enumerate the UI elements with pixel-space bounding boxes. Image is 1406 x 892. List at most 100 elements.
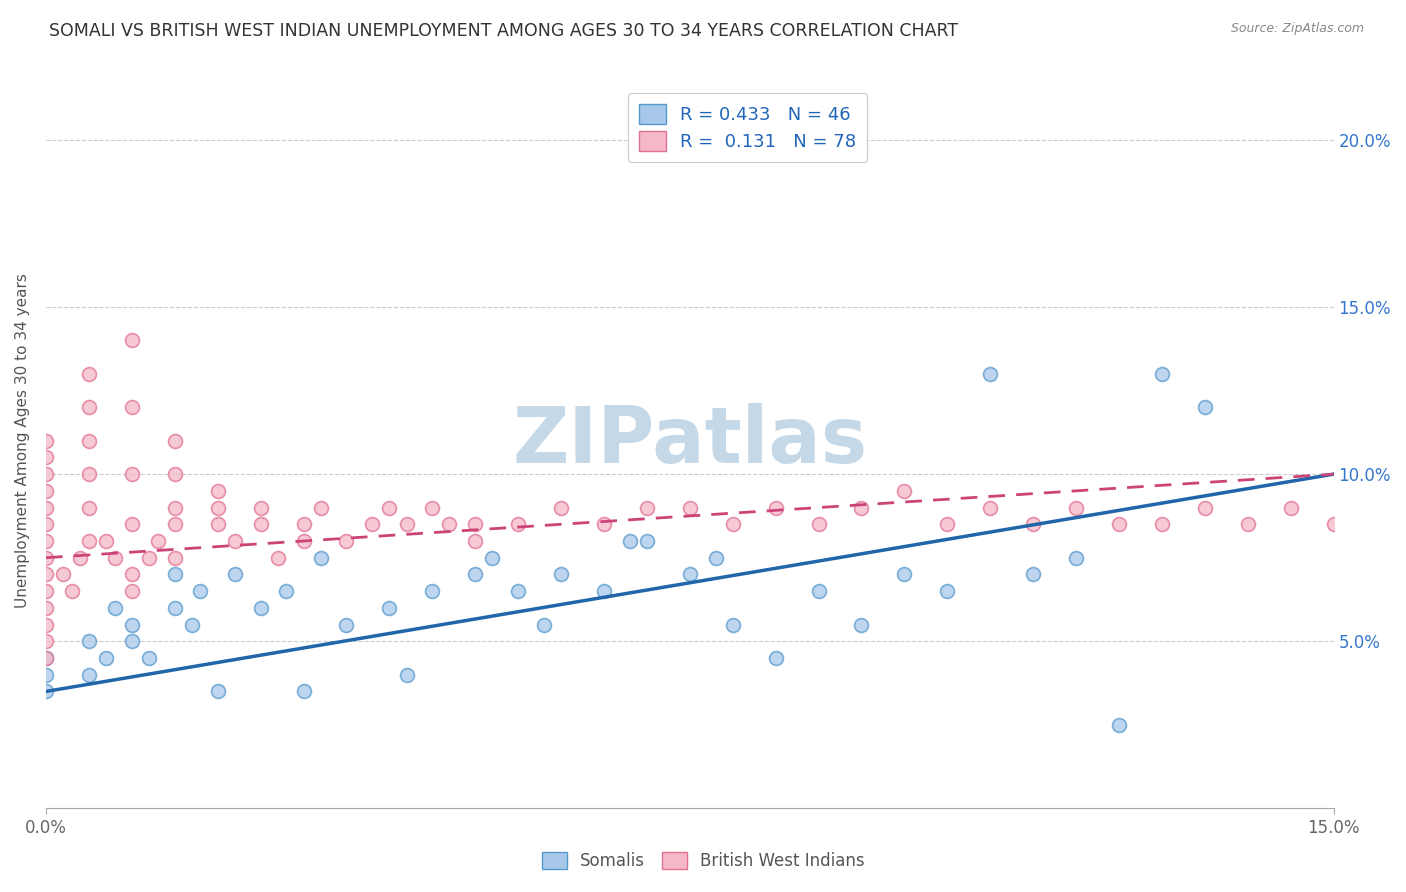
Point [1150,367,1173,381]
Point [481,550,503,565]
Point [1022,517,1045,532]
Point [163,517,186,532]
Point [77,467,100,482]
Legend: R = 0.433   N = 46, R =  0.131   N = 78: R = 0.433 N = 46, R = 0.131 N = 78 [628,93,868,161]
Point [679,567,702,582]
Point [1108,517,1130,532]
Point [60,584,83,599]
Point [35,434,58,448]
Point [77,634,100,648]
Point [550,500,572,515]
Point [619,534,641,549]
Point [94,651,117,665]
Point [207,684,229,698]
Point [121,617,143,632]
Point [420,500,443,515]
Y-axis label: Unemployment Among Ages 30 to 34 years: Unemployment Among Ages 30 to 34 years [15,273,30,608]
Point [533,617,555,632]
Point [104,600,127,615]
Point [292,684,315,698]
Point [851,617,873,632]
Point [1022,567,1045,582]
Point [77,534,100,549]
Point [893,483,915,498]
Point [636,534,658,549]
Point [807,584,830,599]
Point [121,584,143,599]
Point [1064,500,1087,515]
Point [104,550,127,565]
Point [893,567,915,582]
Point [35,450,58,465]
Point [765,500,787,515]
Point [35,567,58,582]
Point [1194,500,1216,515]
Point [121,334,143,348]
Point [335,617,357,632]
Point [309,550,332,565]
Text: ZIPatlas: ZIPatlas [512,402,868,479]
Point [77,434,100,448]
Point [1194,401,1216,415]
Point [121,567,143,582]
Point [146,534,169,549]
Point [224,534,246,549]
Point [979,500,1001,515]
Point [35,584,58,599]
Point [249,600,271,615]
Point [464,534,486,549]
Point [94,534,117,549]
Point [35,684,58,698]
Text: Source: ZipAtlas.com: Source: ZipAtlas.com [1230,22,1364,36]
Point [1150,517,1173,532]
Point [163,600,186,615]
Point [35,651,58,665]
Point [636,500,658,515]
Point [936,517,959,532]
Point [249,500,271,515]
Point [1064,550,1087,565]
Point [1236,517,1258,532]
Text: SOMALI VS BRITISH WEST INDIAN UNEMPLOYMENT AMONG AGES 30 TO 34 YEARS CORRELATION: SOMALI VS BRITISH WEST INDIAN UNEMPLOYME… [49,22,959,40]
Point [77,367,100,381]
Point [464,517,486,532]
Point [936,584,959,599]
Point [292,534,315,549]
Point [77,401,100,415]
Point [35,651,58,665]
Point [550,567,572,582]
Point [508,584,530,599]
Point [190,584,212,599]
Point [35,667,58,681]
Point [138,651,160,665]
Point [52,567,75,582]
Point [77,500,100,515]
Point [163,550,186,565]
Point [207,483,229,498]
Point [807,517,830,532]
Point [593,517,616,532]
Point [121,517,143,532]
Point [1108,718,1130,732]
Point [163,500,186,515]
Point [163,434,186,448]
Point [508,517,530,532]
Point [35,550,58,565]
Point [276,584,298,599]
Point [851,500,873,515]
Point [121,401,143,415]
Point [69,550,91,565]
Point [224,567,246,582]
Point [439,517,461,532]
Point [77,667,100,681]
Point [721,617,744,632]
Point [395,517,418,532]
Point [721,517,744,532]
Point [593,584,616,599]
Point [267,550,290,565]
Point [1365,200,1388,214]
Point [464,567,486,582]
Point [979,367,1001,381]
Point [361,517,384,532]
Point [35,517,58,532]
